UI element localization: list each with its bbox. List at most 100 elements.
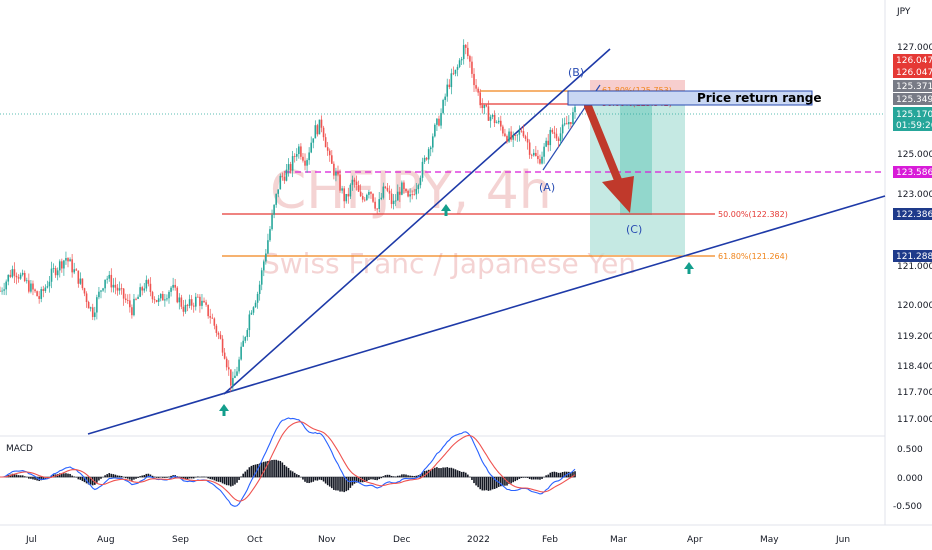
candle-body [221, 338, 224, 353]
macd-histogram-bar [157, 477, 160, 478]
candle-body [378, 199, 381, 210]
macd-histogram-bar [129, 477, 131, 480]
macd-histogram-bar [30, 477, 32, 479]
macd-histogram-bar [287, 467, 290, 478]
macd-histogram-bar [149, 474, 152, 478]
macd-histogram-bar [302, 477, 304, 480]
candle-body [442, 99, 444, 114]
candle-body [96, 297, 98, 313]
macd-histogram-bar [91, 477, 94, 486]
candle-body [182, 306, 185, 312]
candle-body [372, 193, 374, 202]
candle-body [89, 307, 92, 309]
projection-arrowhead [602, 176, 634, 213]
candle-body [281, 175, 284, 177]
macd-histogram-bar [421, 472, 424, 478]
macd-histogram-bar [333, 477, 335, 490]
candle-body [176, 287, 179, 303]
macd-histogram-bar [551, 471, 554, 478]
macd-histogram-bar [234, 477, 236, 485]
candle-body [71, 259, 73, 273]
time-tick-jul: Jul [25, 535, 37, 545]
candle-body [15, 275, 18, 278]
macd-histogram-bar [454, 469, 457, 478]
candle-body [207, 304, 209, 317]
macd-histogram-bar [131, 477, 133, 481]
time-tick-dec: Dec [393, 535, 410, 545]
candle-body [462, 44, 465, 60]
macd-histogram-bar [442, 467, 444, 478]
macd-histogram-bar [446, 467, 449, 478]
candle-body [526, 138, 529, 143]
candle-body [106, 278, 108, 280]
candle-body [48, 281, 51, 287]
candle-body [316, 125, 319, 135]
candle-body [122, 288, 125, 299]
macd-histogram-bar [535, 477, 537, 480]
candle-body [73, 269, 75, 273]
candle-body [572, 112, 574, 125]
candle-body [124, 298, 127, 301]
candle-body [211, 317, 214, 319]
svg-text:125.371: 125.371 [896, 82, 932, 92]
candle-body [436, 118, 438, 125]
candle-body [172, 284, 174, 288]
candle-body [254, 302, 257, 308]
macd-histogram-bar [262, 461, 265, 478]
candle-body [549, 129, 552, 146]
currency-label: JPY [896, 7, 911, 17]
macd-histogram-bar [563, 471, 566, 478]
candle-body [399, 191, 401, 195]
macd-histogram-bar [304, 477, 306, 482]
macd-histogram-bar [65, 473, 67, 478]
macd-histogram-bar [310, 477, 313, 483]
macd-histogram-bar [392, 476, 395, 478]
candle-body [65, 258, 67, 261]
macd-histogram-bar [316, 477, 319, 481]
macd-histogram-bar [386, 474, 389, 478]
macd-histogram-bar [203, 476, 205, 478]
macd-histogram-bar [260, 462, 263, 478]
candle-body [454, 69, 457, 74]
candle-body [458, 60, 461, 67]
candle-body [13, 269, 16, 276]
candle-body [38, 296, 40, 299]
candle-body [7, 274, 10, 282]
candle-body [417, 185, 420, 190]
macd-histogram-bar [67, 473, 69, 478]
macd-histogram-bar [339, 477, 341, 492]
macd-histogram-bar [170, 475, 172, 478]
candle-body [363, 199, 366, 201]
candle-body [184, 304, 187, 312]
candle-body [188, 299, 191, 306]
svg-text:126.047: 126.047 [896, 56, 932, 66]
macd-histogram-bar [126, 477, 129, 479]
candle-body [539, 159, 541, 164]
macd-histogram-bar [73, 476, 75, 478]
macd-histogram-bar [162, 477, 164, 478]
candles-series [0, 39, 576, 392]
macd-histogram-bar [98, 477, 100, 481]
macd-histogram-bar [250, 465, 253, 478]
macd-histogram-bar [201, 476, 203, 478]
candle-body [9, 274, 12, 277]
price-axis[interactable]: 127.000 125.000 123.000 121.000 120.000 … [897, 43, 932, 425]
candle-body [341, 188, 343, 191]
candle-body [118, 288, 121, 291]
candle-body [168, 291, 170, 299]
macd-histogram-bar [394, 476, 397, 478]
candle-body [508, 131, 510, 142]
time-tick-nov: Nov [318, 535, 336, 545]
macd-histogram-bar [326, 477, 329, 486]
macd-histogram-bar [11, 473, 14, 478]
macd-histogram-bar [215, 477, 218, 482]
candle-body [483, 104, 486, 109]
macd-histogram-bar [236, 477, 238, 483]
macd-tick-0: 0.000 [897, 474, 923, 484]
macd-histogram-bar [110, 473, 113, 478]
candle-body [85, 293, 88, 303]
time-axis[interactable]: Jul Aug Sep Oct Nov Dec 2022 Feb Mar Apr… [25, 535, 850, 545]
time-tick-may: May [760, 535, 779, 545]
